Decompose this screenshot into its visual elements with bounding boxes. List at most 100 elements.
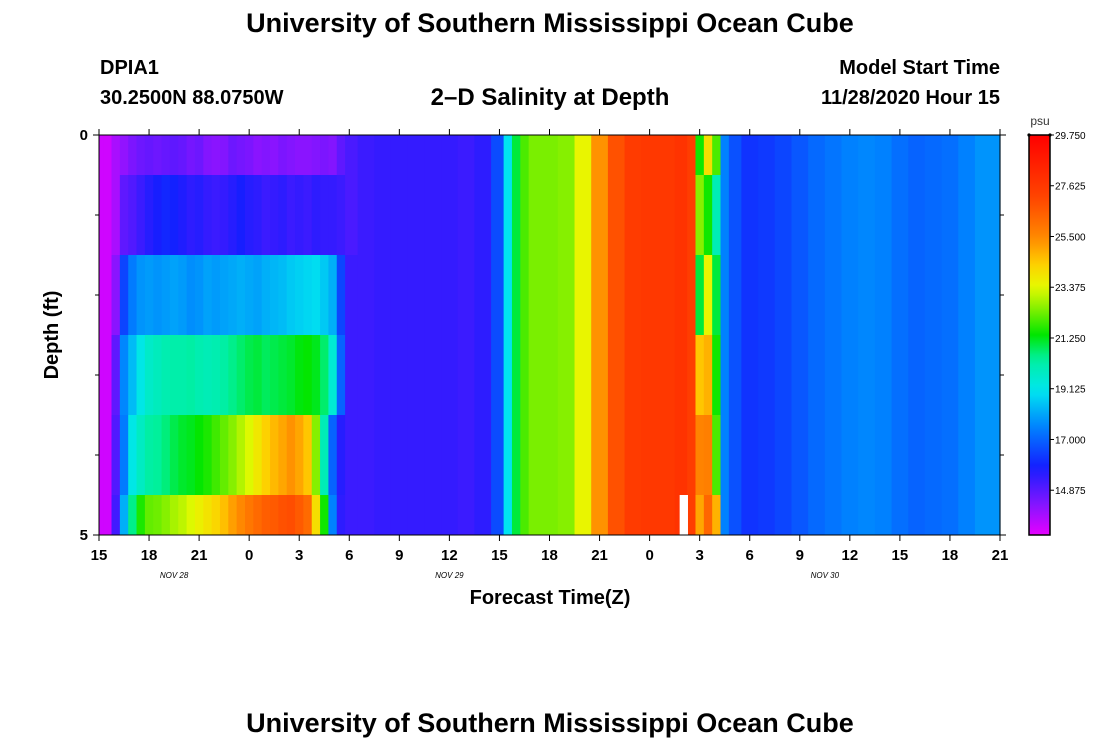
- heatmap-cell: [695, 495, 705, 535]
- heatmap-cell: [457, 255, 476, 335]
- heatmap-cell: [194, 415, 204, 495]
- heatmap-cell: [211, 175, 221, 255]
- heatmap-cell: [491, 175, 505, 255]
- heatmap-cell: [824, 495, 843, 535]
- heatmap-cell: [591, 175, 609, 255]
- heatmap-cell: [161, 415, 171, 495]
- heatmap-cell: [591, 495, 609, 535]
- heatmap-cell: [607, 415, 626, 495]
- heatmap-cell: [270, 495, 279, 535]
- heatmap-cell: [374, 335, 392, 415]
- colorbar-tick-label: 14.875: [1055, 486, 1086, 497]
- heatmap-cell: [286, 255, 296, 335]
- heatmap-cells: [99, 135, 1001, 535]
- heatmap-cell: [374, 255, 392, 335]
- heatmap-cell: [186, 135, 196, 175]
- heatmap-cell: [491, 335, 505, 415]
- heatmap-cell: [136, 135, 146, 175]
- heatmap-cell: [144, 135, 154, 175]
- heatmap-cell: [474, 495, 492, 535]
- heatmap-cell: [261, 415, 271, 495]
- heatmap-cell: [695, 335, 705, 415]
- heatmap-cell: [528, 255, 542, 335]
- x-tick-label: 21: [191, 547, 208, 564]
- heatmap-cell: [541, 335, 559, 415]
- heatmap-cell: [245, 175, 254, 255]
- heatmap-cell: [511, 335, 521, 415]
- heatmap-cell: [728, 495, 742, 535]
- heatmap-cell: [253, 175, 263, 255]
- heatmap-cell: [991, 255, 1001, 335]
- heatmap-cell: [924, 495, 943, 535]
- heatmap-cell: [858, 175, 876, 255]
- heatmap-cell: [111, 175, 121, 255]
- heatmap-cell: [103, 135, 113, 175]
- heatmap-cell: [474, 415, 492, 495]
- heatmap-cell: [286, 495, 296, 535]
- heatmap-cell: [891, 495, 909, 535]
- heatmap-cell: [712, 335, 722, 415]
- heatmap-cell: [958, 495, 976, 535]
- heatmap-cell: [574, 135, 592, 175]
- x-tick-label: 0: [245, 547, 253, 564]
- heatmap-cell: [261, 335, 271, 415]
- heatmap-cell: [345, 335, 359, 415]
- heatmap-cell: [908, 495, 926, 535]
- heatmap-cell: [991, 175, 1001, 255]
- heatmap-cell: [441, 335, 459, 415]
- heatmap-cell: [278, 175, 288, 255]
- heatmap-cell: [328, 495, 338, 535]
- colorbar-tick-label: 23.375: [1055, 283, 1086, 294]
- heatmap-cell: [407, 335, 425, 415]
- heatmap-cell: [641, 135, 659, 175]
- heatmap-cell: [958, 415, 976, 495]
- x-tick-label: 18: [141, 547, 158, 564]
- heatmap-cell: [528, 335, 542, 415]
- heatmap-cell: [253, 135, 263, 175]
- heatmap-cell: [941, 495, 959, 535]
- x-tick-label: 6: [746, 547, 754, 564]
- heatmap-cell: [103, 415, 113, 495]
- heatmap-cell: [674, 135, 688, 175]
- heatmap-cell: [303, 175, 313, 255]
- heatmap-cell: [441, 495, 459, 535]
- heatmap-cell: [441, 135, 459, 175]
- heatmap-cell: [703, 135, 713, 175]
- heatmap-cell: [211, 415, 221, 495]
- heatmap-cell: [758, 335, 776, 415]
- heatmap-cell: [390, 175, 409, 255]
- x-tick-label: 15: [491, 547, 508, 564]
- heatmap-cell: [574, 495, 592, 535]
- heatmap-cell: [424, 135, 442, 175]
- heatmap-cell: [891, 175, 909, 255]
- heatmap-cell: [203, 495, 213, 535]
- heatmap-cell: [941, 255, 959, 335]
- heatmap-cell: [657, 175, 676, 255]
- heatmap-cell: [841, 255, 859, 335]
- heatmap-cell: [874, 255, 893, 335]
- heatmap-cell: [303, 135, 313, 175]
- heatmap-cell: [503, 175, 513, 255]
- heatmap-cell: [695, 175, 705, 255]
- colorbar: psu 29.750 27.625 25.500 23.375 21.250 19.125…: [1027, 114, 1086, 536]
- heatmap-cell: [695, 135, 705, 175]
- heatmap-cell: [574, 255, 592, 335]
- heatmap-cell: [503, 335, 513, 415]
- heatmap-cell: [641, 255, 659, 335]
- heatmap-cell: [824, 255, 843, 335]
- heatmap-cell: [557, 415, 576, 495]
- heatmap-cell: [974, 255, 993, 335]
- heatmap-cell: [261, 495, 271, 535]
- heatmap-cell: [541, 135, 559, 175]
- heatmap-cell: [128, 415, 138, 495]
- heatmap-cell: [641, 175, 659, 255]
- heatmap-cell: [153, 255, 163, 335]
- heatmap-cell: [991, 415, 1001, 495]
- heatmap-cell: [503, 415, 513, 495]
- heatmap-cell: [574, 175, 592, 255]
- x-tick-label: 3: [295, 547, 303, 564]
- heatmap-cell: [186, 175, 196, 255]
- heatmap-cell: [808, 255, 826, 335]
- heatmap-cell: [720, 135, 730, 175]
- heatmap-cell: [295, 495, 304, 535]
